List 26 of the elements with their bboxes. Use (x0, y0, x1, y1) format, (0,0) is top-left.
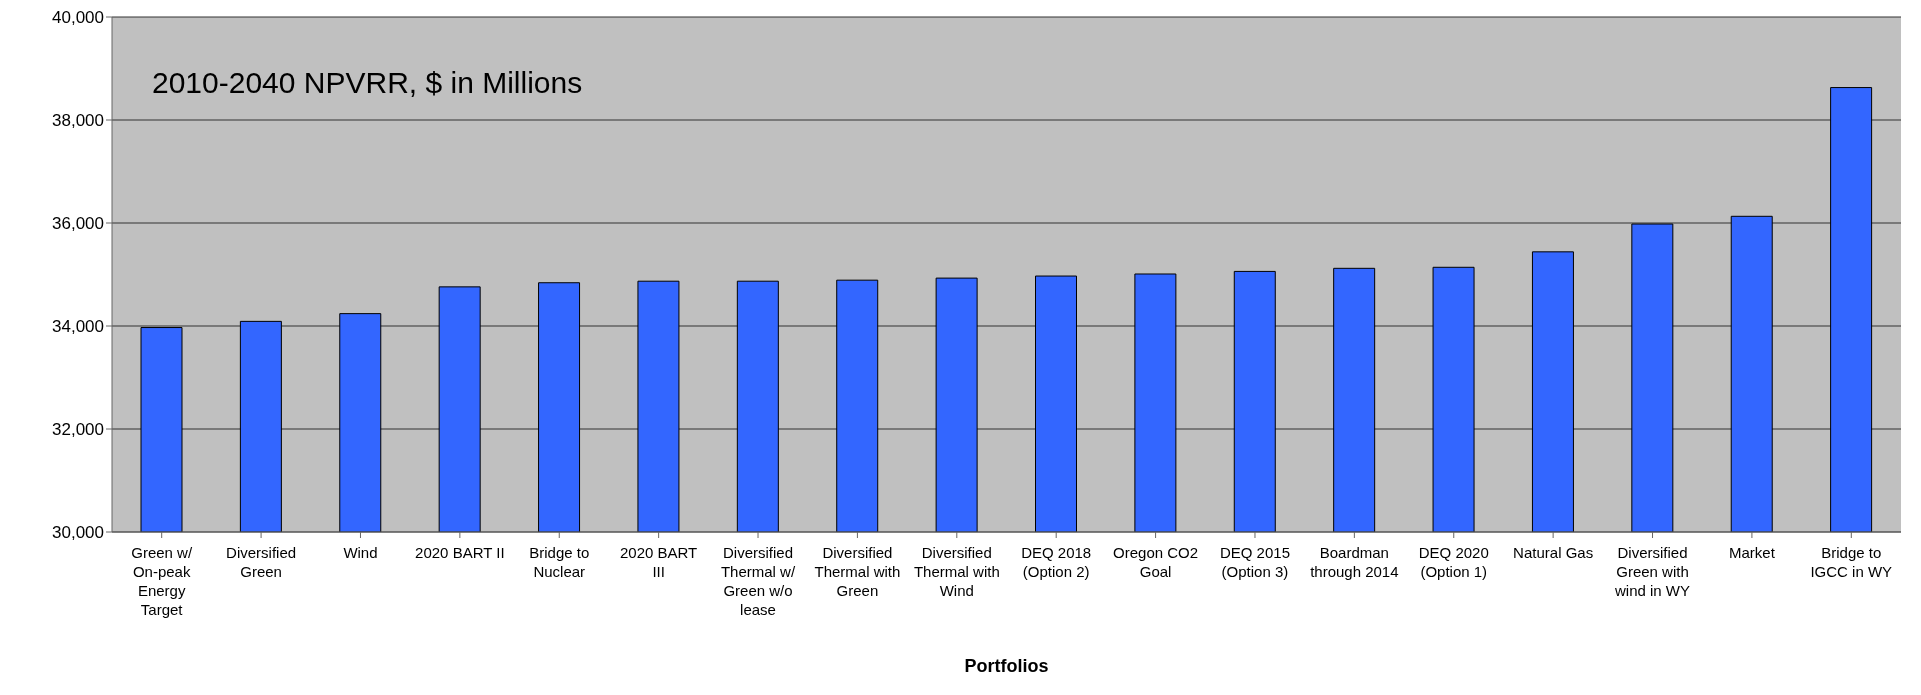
x-tick-label: Diversified Thermal with Green (814, 544, 901, 599)
x-tick-label: Diversified Green with wind in WY (1614, 544, 1691, 599)
x-tick-label: DEQ 2020 (Option 1) (1418, 544, 1489, 580)
y-tick-label: 34,000 (52, 317, 104, 337)
y-tick-label: 38,000 (52, 111, 104, 131)
x-tick-label: Oregon CO2 Goal (1113, 544, 1199, 580)
x-tick-label: DEQ 2018 (Option 2) (1021, 544, 1092, 580)
x-tick-label: Natural Gas (1513, 544, 1594, 561)
y-tick-label: 40,000 (52, 8, 104, 28)
y-tick-label: 36,000 (52, 214, 104, 234)
x-tick-label: Boardman through 2014 (1310, 544, 1399, 580)
y-tick-label: 30,000 (52, 523, 104, 543)
x-tick-label: Green w/ On-peak Energy Target (131, 544, 193, 618)
x-axis-title: Portfolios (964, 656, 1049, 676)
x-tick-label: DEQ 2015 (Option 3) (1219, 544, 1290, 580)
x-tick-label: Diversified Thermal with Wind (913, 544, 1000, 599)
x-tick-label: Wind (343, 544, 378, 561)
x-tick-label: Bridge to IGCC in WY (1810, 544, 1893, 580)
x-tick-label: Diversified Green (226, 544, 297, 580)
x-tick-label: Bridge to Nuclear (529, 544, 590, 580)
x-tick-label: 2020 BART II (415, 544, 505, 561)
y-tick-label: 32,000 (52, 420, 104, 440)
x-tick-label: Market (1728, 544, 1776, 561)
x-tick-label: 2020 BART III (620, 544, 698, 580)
x-tick-label: Diversified Thermal w/ Green w/o lease (720, 544, 796, 618)
text: 2010-2040 NPVRR, $ in Millions (152, 66, 583, 100)
